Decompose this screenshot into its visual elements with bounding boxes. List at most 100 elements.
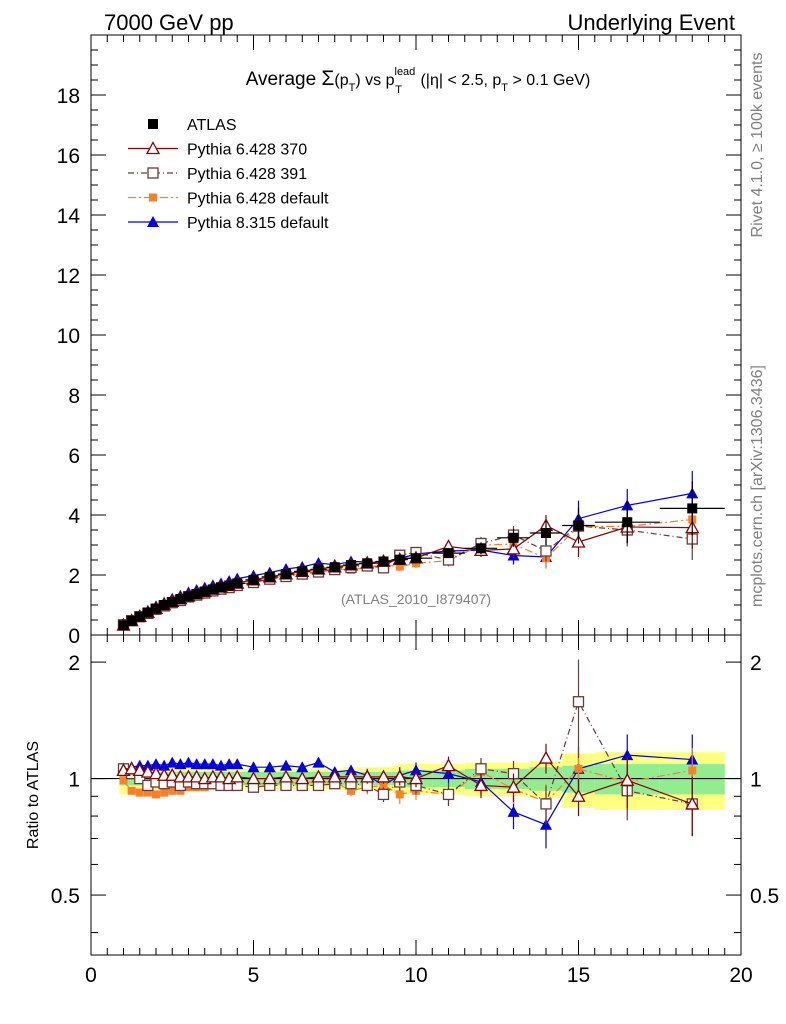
ratio-data-point (182, 756, 195, 768)
ratio-y-tick-label: 2 (68, 652, 80, 675)
data-point (281, 569, 291, 580)
ratio-series-line (123, 700, 693, 806)
data-point (411, 553, 421, 564)
ratio-data-point (572, 696, 585, 708)
main-y-tick-label: 8 (68, 385, 80, 408)
header-right: Underlying Event (567, 10, 735, 35)
data-point (191, 588, 202, 599)
ratio-data-point (166, 756, 179, 768)
main-data-marks (116, 470, 725, 631)
legend-marker (148, 119, 158, 129)
data-point (248, 574, 259, 585)
data-point (329, 562, 340, 573)
ratio-data-point (124, 761, 139, 775)
legend-entry: Pythia 6.428 default (128, 191, 329, 208)
data-point (167, 597, 178, 607)
ratio-data-point (410, 764, 422, 776)
series-line (123, 525, 693, 626)
data-point (183, 591, 194, 602)
ratio-data-point (506, 779, 521, 793)
analysis-watermark: (ATLAS_2010_I879407) (341, 591, 491, 607)
data-point (443, 548, 454, 559)
ratio-data-point (574, 764, 583, 773)
data-point (395, 562, 404, 571)
ratio-data-point (127, 786, 136, 795)
ratio-data-point (312, 756, 325, 768)
ratio-data-point (473, 778, 489, 792)
main-y-tick-label: 14 (57, 205, 81, 228)
ratio-ylabel: Ratio to ATLAS (25, 741, 42, 849)
ratio-data-point (140, 764, 155, 778)
x-tick-label: 5 (248, 964, 260, 987)
x-tick-label: 10 (404, 964, 427, 987)
ratio-data-point (213, 769, 229, 783)
ratio-axis-ticks: 0 5 10 15 20 0.5 0.5 1 1 2 2 (51, 635, 779, 987)
ratio-data-point (311, 769, 326, 783)
ratio-data-marks (116, 659, 700, 849)
ratio-data-point (376, 769, 391, 783)
series-line (123, 524, 693, 626)
data-point (573, 520, 584, 531)
ratio-data-point (262, 771, 277, 785)
data-point (216, 582, 226, 593)
ratio-data-point (280, 759, 292, 771)
x-tick-label: 0 (85, 964, 97, 987)
data-point (175, 594, 186, 604)
x-tick-label: 15 (567, 964, 590, 987)
ratio-data-point (190, 758, 203, 770)
series-pythia-6-428-370 (116, 506, 700, 631)
ratio-data-point (296, 761, 309, 773)
ratio-data-point (206, 758, 219, 770)
data-point (687, 503, 698, 514)
ratio-data-point (295, 771, 310, 785)
data-point (476, 543, 486, 554)
ratio-data-point (327, 769, 342, 783)
data-point (540, 545, 552, 557)
legend-marker (145, 141, 161, 155)
legend-marker (147, 167, 159, 179)
main-y-tick-label: 16 (57, 145, 80, 168)
legend-label: Pythia 8.315 default (187, 215, 329, 232)
title-post: (|η| < 2.5, p (416, 72, 501, 89)
data-point (506, 541, 521, 555)
ratio-y-tick-label-right: 0.5 (750, 885, 779, 908)
legend-entry: Pythia 6.428 391 (128, 166, 307, 183)
data-point (346, 560, 356, 571)
ratio-data-point (119, 776, 128, 785)
ratio-data-point (168, 786, 177, 795)
data-point (126, 615, 137, 626)
legend-label: Pythia 6.428 391 (187, 166, 307, 183)
ratio-data-point (540, 798, 552, 810)
ratio-data-point (395, 790, 404, 799)
legend-label: Pythia 6.428 default (187, 191, 329, 208)
ratio-y-tick-label-right: 1 (750, 769, 762, 792)
ratio-data-point (165, 767, 180, 781)
data-point (142, 607, 153, 618)
title-T3: T (501, 82, 508, 94)
series-atlas (118, 481, 725, 631)
ratio-data-point (571, 788, 586, 802)
main-axis-ticks: 0 2 4 6 8 10 12 14 16 18 (57, 34, 742, 648)
ratio-data-point (263, 761, 276, 773)
data-point (508, 532, 519, 543)
ratio-y-tick-label-right: 2 (750, 652, 762, 675)
legend: ATLAS Pythia 6.428 370 Pythia 6.428 391 Pyt… (128, 117, 329, 232)
x-tick-label: 20 (729, 964, 752, 987)
data-point (378, 556, 389, 567)
ratio-data-point (377, 788, 390, 801)
data-point (394, 554, 405, 565)
ratio-y-tick-label: 1 (68, 769, 80, 792)
ratio-data-point (160, 788, 169, 797)
ratio-data-point (688, 766, 697, 775)
legend-marker (147, 216, 159, 227)
ratio-y-tick-label: 0.5 (51, 885, 80, 908)
ratio-data-point (507, 805, 520, 817)
main-y-tick-label: 0 (68, 625, 80, 648)
ratio-data-point (685, 796, 700, 810)
ratio-data-point (408, 771, 424, 785)
data-point (151, 603, 161, 614)
data-point (159, 600, 170, 610)
series-line (123, 518, 693, 627)
